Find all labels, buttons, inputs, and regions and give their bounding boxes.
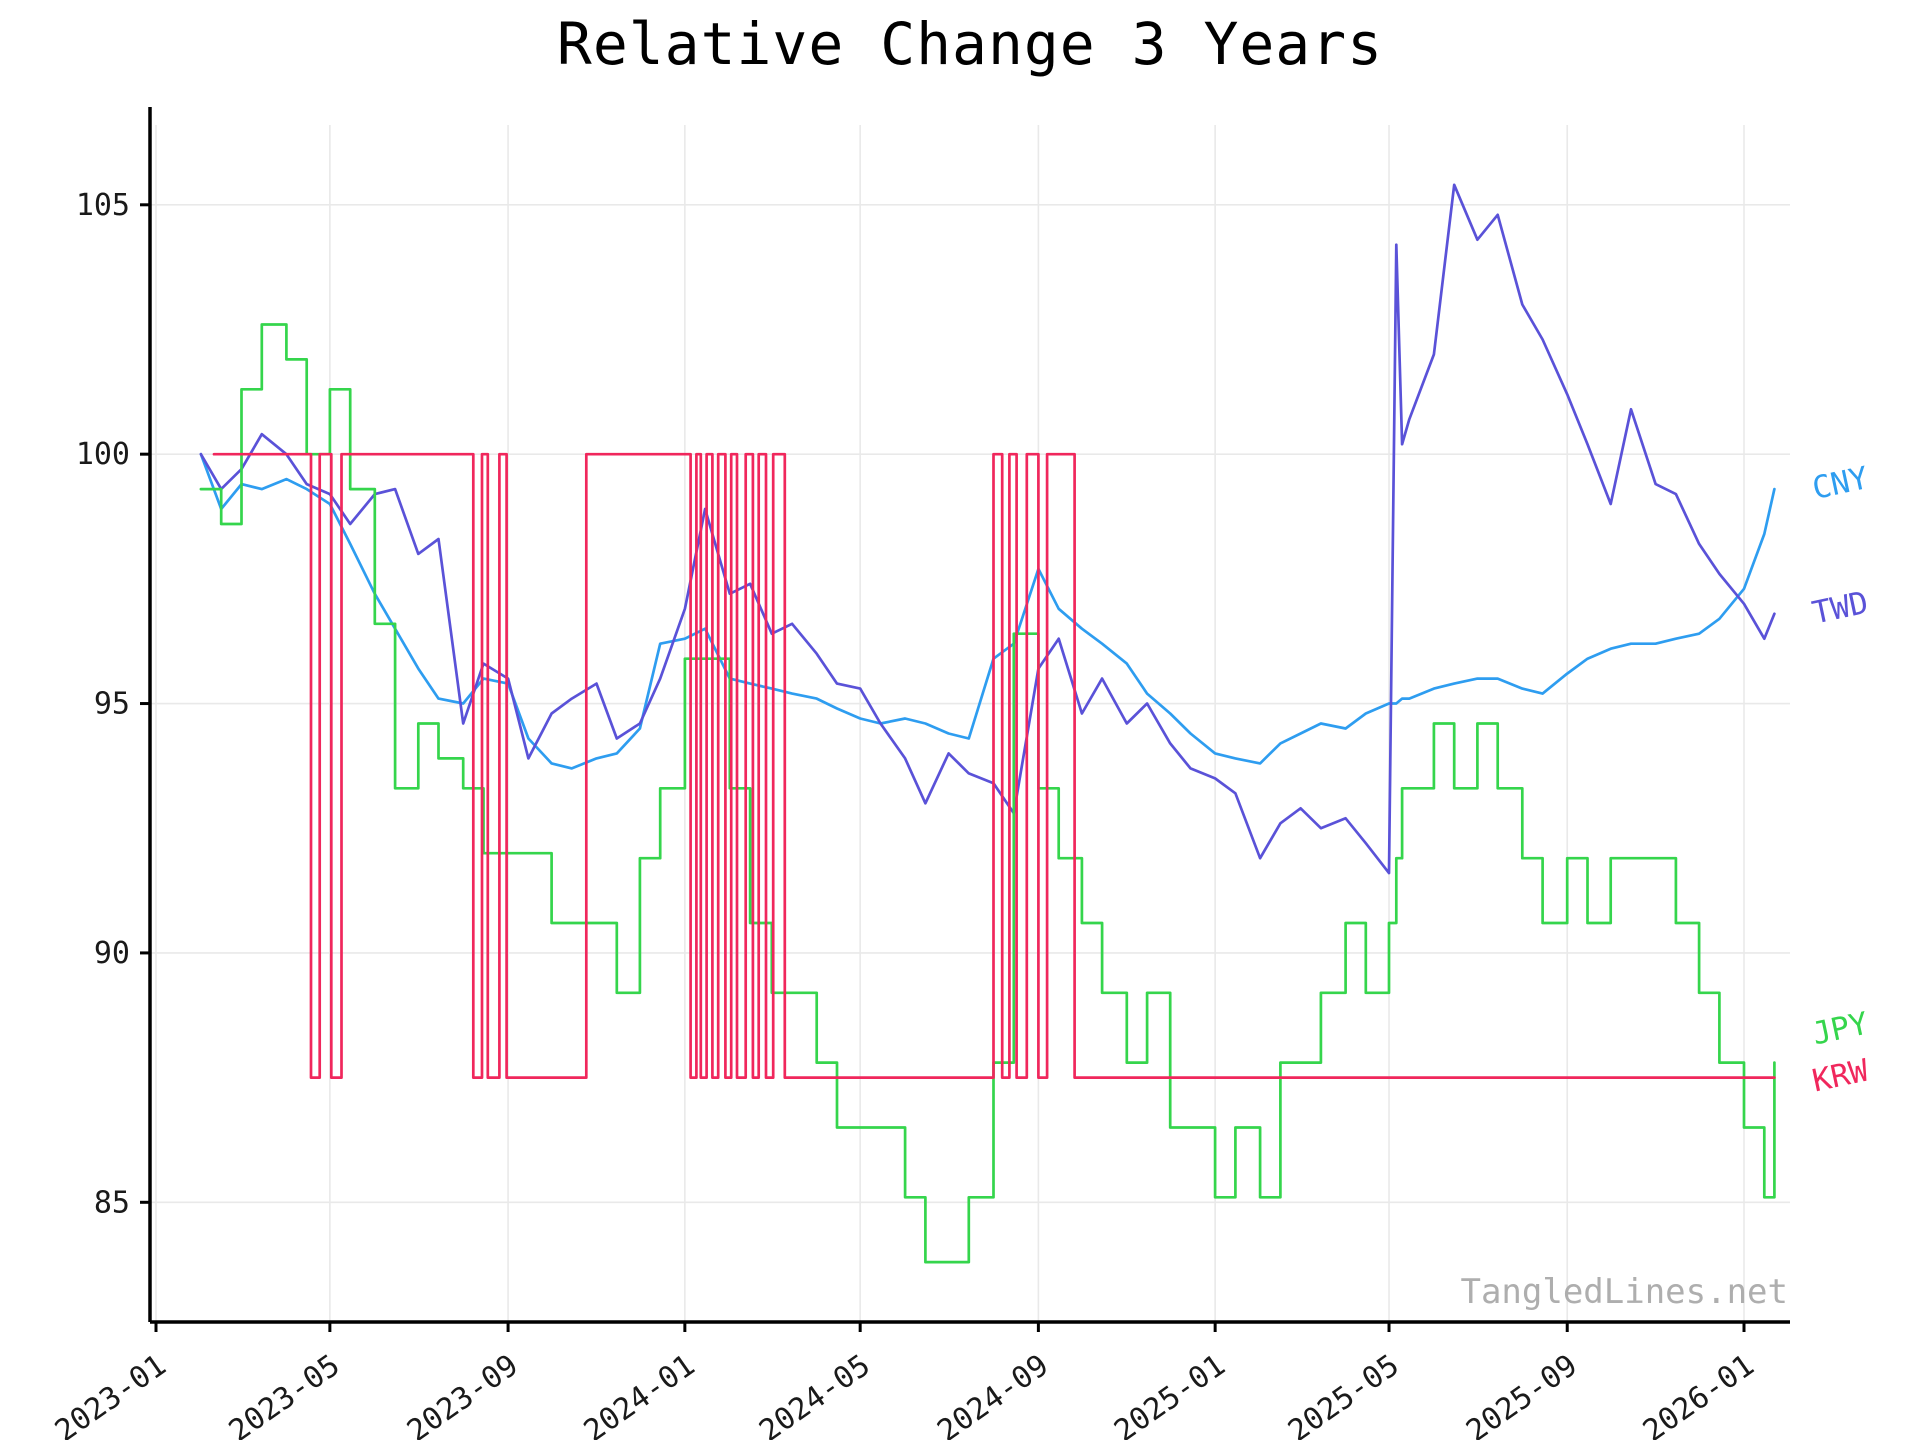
series-label-krw: KRW <box>1809 1053 1872 1100</box>
x-tick-label: 2023-01 <box>49 1348 173 1440</box>
series-line-jpy <box>199 323 1776 1264</box>
series-line-twd <box>199 183 1776 875</box>
y-tick-label: 100 <box>76 437 130 472</box>
y-tick-label: 95 <box>94 687 130 722</box>
chart-title: Relative Change 3 Years <box>556 10 1384 78</box>
y-tick-label: 105 <box>76 188 130 223</box>
series-label-cny: CNY <box>1809 460 1872 507</box>
series-label-jpy: JPY <box>1809 1006 1872 1053</box>
x-tick-label: 2025-09 <box>1460 1348 1584 1440</box>
x-tick-label: 2023-09 <box>401 1348 525 1440</box>
watermark: TangledLines.net <box>1460 1272 1788 1312</box>
series-label-twd: TWD <box>1809 585 1871 632</box>
series-line-cny <box>199 452 1776 770</box>
x-tick-label: 2024-01 <box>578 1348 702 1440</box>
x-tick-label: 2025-05 <box>1282 1348 1406 1440</box>
x-tick-label: 2023-05 <box>223 1348 347 1440</box>
x-tick-label: 2025-01 <box>1108 1348 1232 1440</box>
y-tick-label: 90 <box>94 936 130 971</box>
x-tick-label: 2026-01 <box>1637 1348 1761 1440</box>
x-tick-label: 2024-05 <box>753 1348 877 1440</box>
x-tick-label: 2024-09 <box>931 1348 1055 1440</box>
series-line-krw <box>212 452 1776 1079</box>
y-tick-label: 85 <box>94 1185 130 1220</box>
